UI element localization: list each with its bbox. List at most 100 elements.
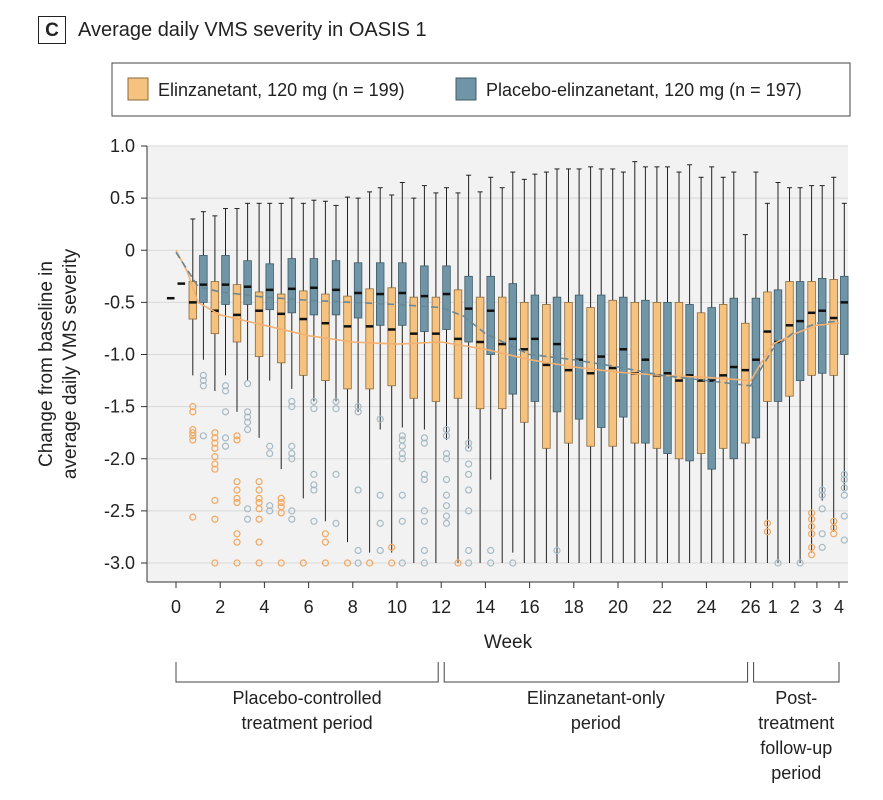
outlier-elinzanetant: [830, 530, 838, 538]
outlier-elinzanetant: [233, 498, 241, 507]
period-label: treatment period: [242, 713, 373, 733]
box-elinzanetant: [696, 312, 706, 454]
outlier-placebo: [310, 517, 318, 525]
outlier-placebo: [332, 397, 340, 406]
outlier-placebo: [221, 382, 230, 390]
outlier-elinzanetant: [807, 551, 816, 559]
y-tick-label: -2.0: [104, 449, 135, 469]
box-placebo: [353, 262, 363, 319]
box-placebo: [243, 260, 252, 305]
x-tick-label: 1: [768, 597, 778, 617]
outlier-elinzanetant: [233, 538, 241, 546]
x-tick-label: 2: [215, 597, 225, 617]
outlier-elinzanetant: [255, 515, 263, 523]
outlier-placebo: [442, 449, 451, 458]
outlier-placebo: [465, 486, 473, 494]
outlier-elinzanetant: [255, 486, 263, 494]
x-tick-label: 18: [564, 597, 584, 617]
y-axis-label-line-2: average daily VMS severity: [60, 248, 81, 479]
outlier-placebo: [465, 559, 473, 567]
outlier-placebo: [310, 470, 318, 478]
outlier-placebo: [354, 486, 362, 494]
outlier-placebo: [818, 486, 826, 494]
outlier-placebo: [288, 442, 296, 450]
outlier-placebo: [221, 434, 230, 442]
outlier-elinzanetant: [189, 432, 197, 440]
box-elinzanetant: [829, 279, 838, 376]
box-placebo: [287, 258, 296, 314]
x-tick-label: 14: [475, 597, 495, 617]
outlier-placebo: [818, 491, 826, 499]
outlier-placebo: [465, 546, 473, 555]
outlier-placebo: [442, 455, 451, 463]
outlier-placebo: [354, 403, 362, 411]
outlier-placebo: [840, 476, 848, 484]
outlier-elinzanetant: [255, 538, 263, 546]
box-placebo: [619, 296, 628, 418]
x-tick-label: 10: [387, 597, 407, 617]
box-placebo: [265, 263, 274, 311]
box-placebo: [420, 265, 429, 332]
outlier-elinzanetant: [211, 453, 219, 461]
box-placebo: [751, 297, 761, 439]
outlier-elinzanetant: [233, 478, 241, 486]
outlier-placebo: [244, 408, 252, 416]
box-elinzanetant: [586, 307, 595, 447]
box-placebo: [486, 275, 495, 355]
period-label: Placebo-controlled: [233, 688, 382, 708]
box-placebo: [663, 301, 672, 454]
outlier-placebo: [487, 559, 495, 567]
box-elinzanetant: [210, 281, 220, 335]
x-tick-label: 20: [608, 597, 628, 617]
y-tick-label: 1.0: [110, 136, 135, 156]
box-elinzanetant: [785, 281, 794, 397]
outlier-placebo: [244, 515, 252, 523]
outlier-elinzanetant: [277, 559, 285, 567]
outlier-elinzanetant: [321, 530, 329, 538]
period-bracket-1: Placebo-controlled treatment period: [175, 662, 439, 733]
outlier-placebo: [398, 432, 406, 440]
outlier-placebo: [376, 491, 384, 499]
outlier-placebo: [398, 455, 406, 463]
outlier-placebo: [840, 470, 848, 478]
box-placebo: [840, 275, 849, 355]
outlier-elinzanetant: [189, 436, 197, 444]
outlier-elinzanetant: [211, 465, 219, 473]
outlier-placebo: [310, 405, 318, 413]
outlier-placebo: [199, 432, 207, 440]
box-elinzanetant: [542, 304, 551, 449]
y-tick-label: -1.0: [104, 345, 135, 365]
outlier-elinzanetant: [211, 444, 219, 452]
outlier-elinzanetant: [211, 515, 219, 523]
outlier-elinzanetant: [763, 528, 772, 536]
outlier-placebo: [420, 559, 428, 567]
outlier-elinzanetant: [211, 460, 219, 468]
outlier-placebo: [840, 484, 848, 492]
outlier-placebo: [288, 507, 296, 515]
box-placebo: [552, 296, 562, 413]
outlier-elinzanetant: [189, 513, 197, 521]
chart-title: Average daily VMS severity in OASIS 1: [78, 18, 427, 41]
box-elinzanetant: [365, 288, 374, 390]
y-tick-label: -0.5: [104, 292, 135, 312]
outlier-elinzanetant: [211, 434, 219, 442]
outlier-placebo: [553, 546, 561, 555]
chart-header: C Average daily VMS severity in OASIS 1: [38, 14, 427, 46]
outlier-placebo: [244, 505, 252, 513]
outlier-placebo: [376, 519, 384, 527]
outlier-placebo: [199, 376, 207, 385]
period-bracket-2: Elinzanetant-only period: [443, 662, 749, 733]
box-placebo: [685, 304, 694, 462]
outlier-placebo: [310, 397, 318, 406]
outlier-elinzanetant: [299, 559, 307, 567]
outlier-placebo: [398, 517, 406, 525]
outlier-elinzanetant: [233, 494, 241, 502]
box-placebo: [199, 255, 208, 303]
outlier-placebo: [420, 439, 428, 447]
outlier-elinzanetant: [211, 439, 219, 447]
outlier-placebo: [244, 418, 252, 426]
x-axis-label: Week: [484, 632, 533, 653]
outlier-placebo: [420, 507, 428, 515]
legend-label-elinzanetant: Elinzanetant, 120 mg (n = 199): [158, 80, 405, 100]
